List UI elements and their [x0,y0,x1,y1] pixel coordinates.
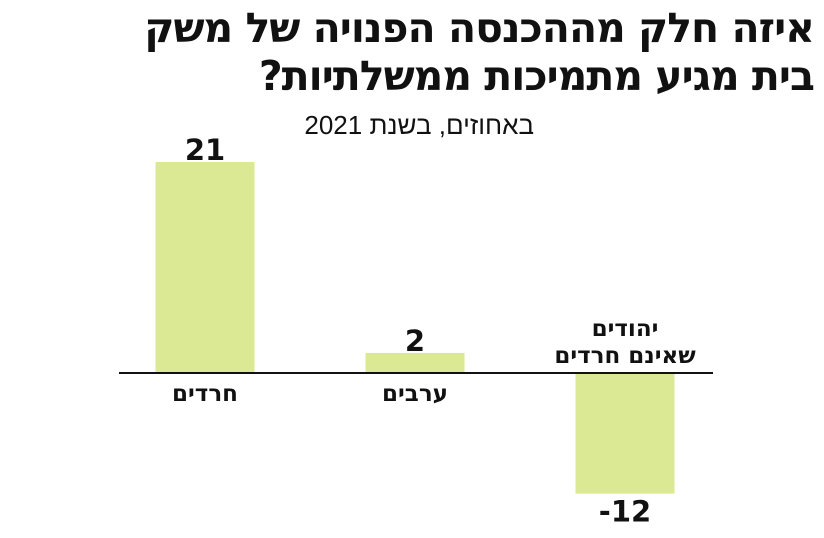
chart-title: איזה חלק מההכנסה הפנויה של משק בית מגיע … [14,4,815,100]
category-label-3-line-1: יהודים [592,316,659,342]
bar-1 [155,161,255,373]
value-label-2: 2 [405,324,425,358]
value-label-3: -12 [599,495,651,529]
category-label-3-line-2: שאינם חרדים [554,343,696,369]
chart-subtitle: באחוזים, בשנת 2021 [304,110,534,140]
value-label-1: 21 [185,133,225,167]
category-label-1: חרדים [172,381,238,407]
bar-2 [365,352,465,373]
bar-3 [575,373,675,494]
chart-title-line-1: איזה חלק מההכנסה הפנויה של משק [144,4,815,52]
chart-title-line-2: בית מגיע מתמיכות ממשלתיות? [258,52,815,100]
category-label-2: ערבים [382,381,448,407]
